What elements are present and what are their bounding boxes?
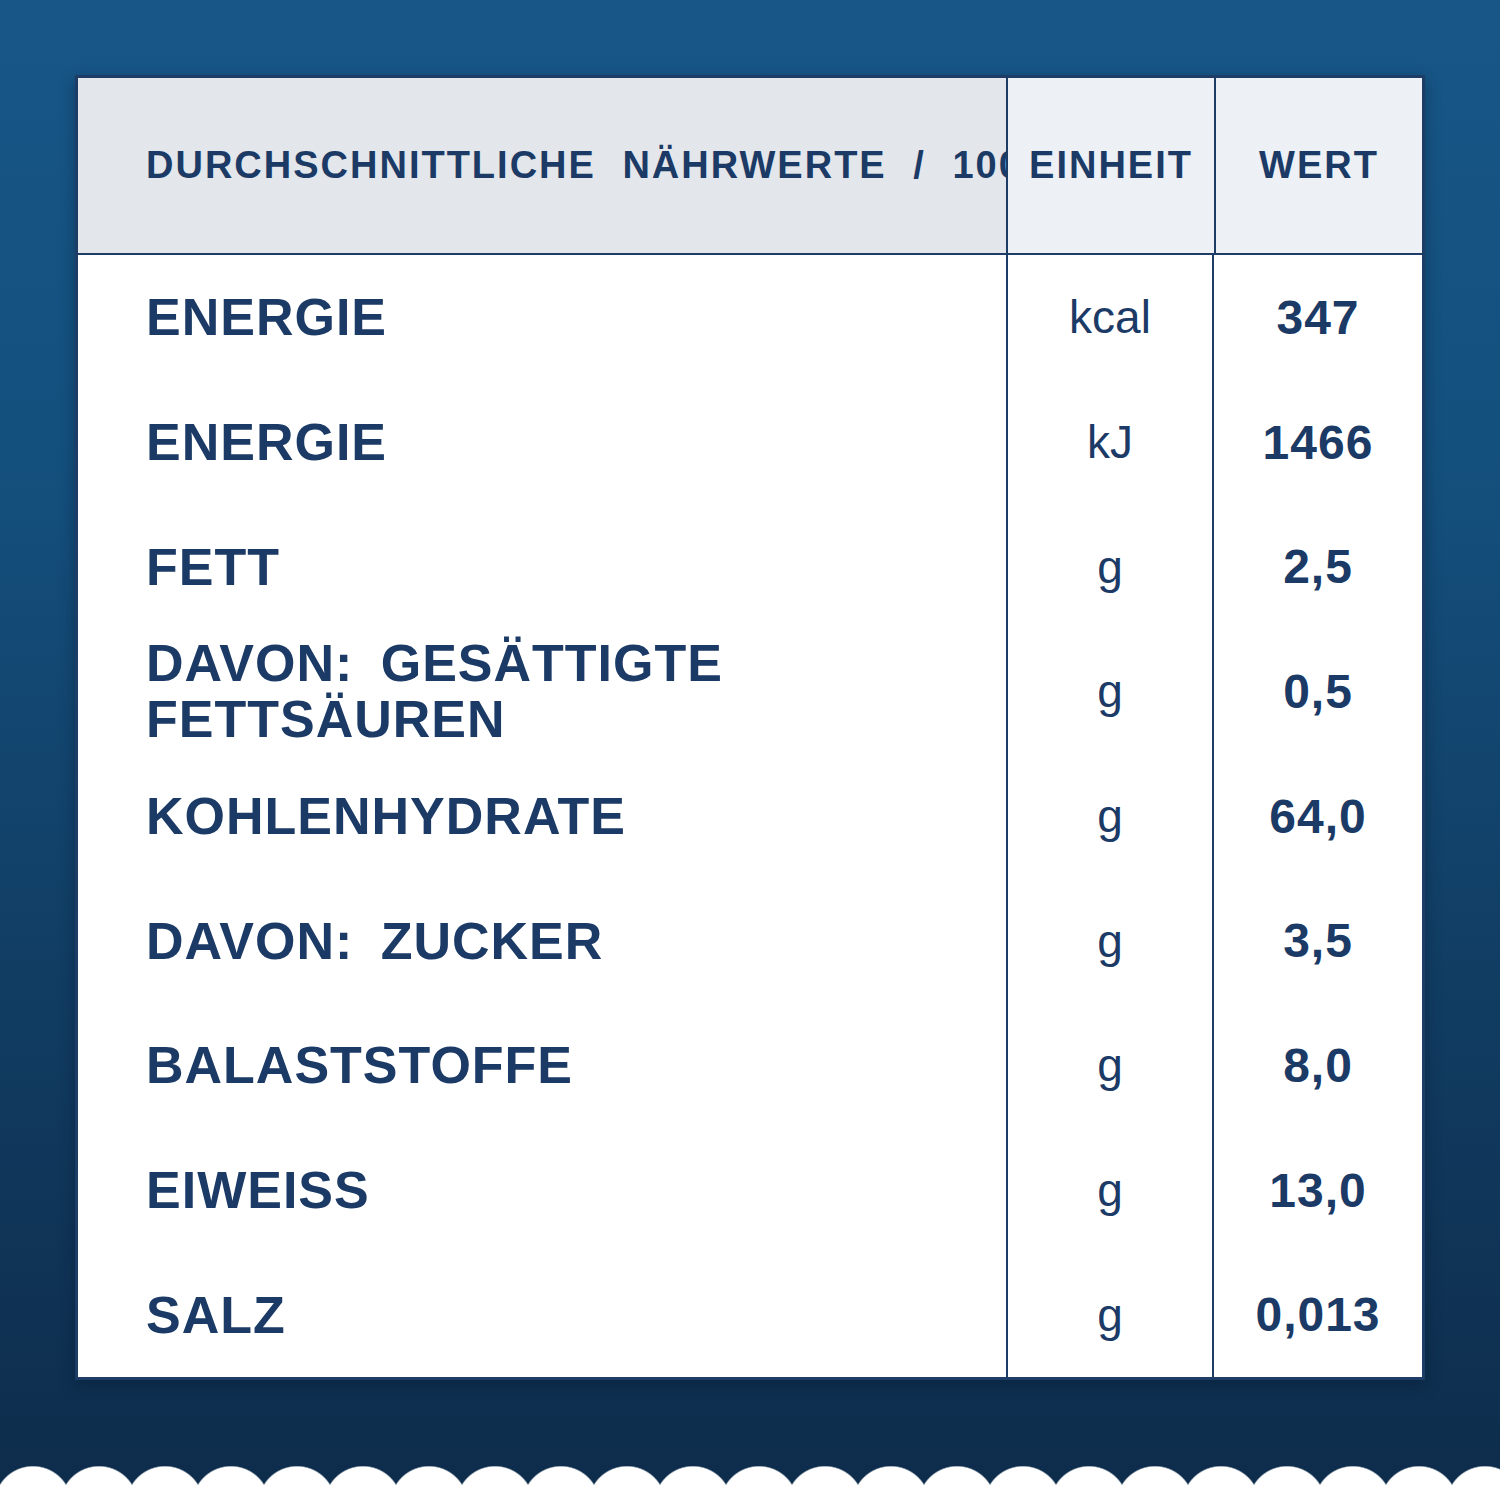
nutrient-unit: g xyxy=(1006,1003,1214,1128)
nutrient-unit: kJ xyxy=(1006,380,1214,505)
nutrient-value: 0,013 xyxy=(1214,1252,1422,1377)
table-row: DAVON: GESÄTTIGTE FETTSÄUREN g 0,5 xyxy=(78,629,1422,754)
nutrient-name: ENERGIE xyxy=(78,255,1006,380)
table-header-row: DURCHSCHNITTLICHE NÄHRWERTE / 100 G EINH… xyxy=(78,78,1422,255)
nutrient-value: 13,0 xyxy=(1214,1128,1422,1253)
nutrient-name: DAVON: GESÄTTIGTE FETTSÄUREN xyxy=(78,629,1006,754)
column-header-unit: EINHEIT xyxy=(1006,78,1214,253)
nutrient-value: 0,5 xyxy=(1214,629,1422,754)
nutrient-unit: g xyxy=(1006,504,1214,629)
table-row: SALZ g 0,013 xyxy=(78,1252,1422,1377)
nutrient-name: FETT xyxy=(78,504,1006,629)
nutrient-value: 3,5 xyxy=(1214,878,1422,1003)
nutrient-unit: g xyxy=(1006,878,1214,1003)
column-header-value: WERT xyxy=(1214,78,1422,253)
nutrient-name: BALASTSTOFFE xyxy=(78,1003,1006,1128)
nutrition-facts-table: DURCHSCHNITTLICHE NÄHRWERTE / 100 G EINH… xyxy=(75,75,1425,1380)
nutrient-value: 347 xyxy=(1214,255,1422,380)
nutrient-value: 2,5 xyxy=(1214,504,1422,629)
table-row: ENERGIE kJ 1466 xyxy=(78,380,1422,505)
table-row: FETT g 2,5 xyxy=(78,504,1422,629)
nutrient-name: KOHLENHYDRATE xyxy=(78,754,1006,879)
table-row: EIWEISS g 13,0 xyxy=(78,1128,1422,1253)
nutrient-unit: kcal xyxy=(1006,255,1214,380)
table-row: ENERGIE kcal 347 xyxy=(78,255,1422,380)
scalloped-bottom-edge xyxy=(0,1460,1500,1500)
nutrient-name: ENERGIE xyxy=(78,380,1006,505)
nutrient-name: EIWEISS xyxy=(78,1128,1006,1253)
nutrient-value: 8,0 xyxy=(1214,1003,1422,1128)
table-body: ENERGIE kcal 347 ENERGIE kJ 1466 FETT g … xyxy=(78,255,1422,1377)
table-row: DAVON: ZUCKER g 3,5 xyxy=(78,878,1422,1003)
nutrient-unit: g xyxy=(1006,1128,1214,1253)
nutrient-unit: g xyxy=(1006,629,1214,754)
nutrient-value: 1466 xyxy=(1214,380,1422,505)
nutrient-unit: g xyxy=(1006,1252,1214,1377)
nutrient-value: 64,0 xyxy=(1214,754,1422,879)
table-row: BALASTSTOFFE g 8,0 xyxy=(78,1003,1422,1128)
nutrient-name: SALZ xyxy=(78,1252,1006,1377)
table-row: KOHLENHYDRATE g 64,0 xyxy=(78,754,1422,879)
column-header-nutrients: DURCHSCHNITTLICHE NÄHRWERTE / 100 G xyxy=(78,78,1006,253)
nutrient-unit: g xyxy=(1006,754,1214,879)
nutrient-name: DAVON: ZUCKER xyxy=(78,878,1006,1003)
